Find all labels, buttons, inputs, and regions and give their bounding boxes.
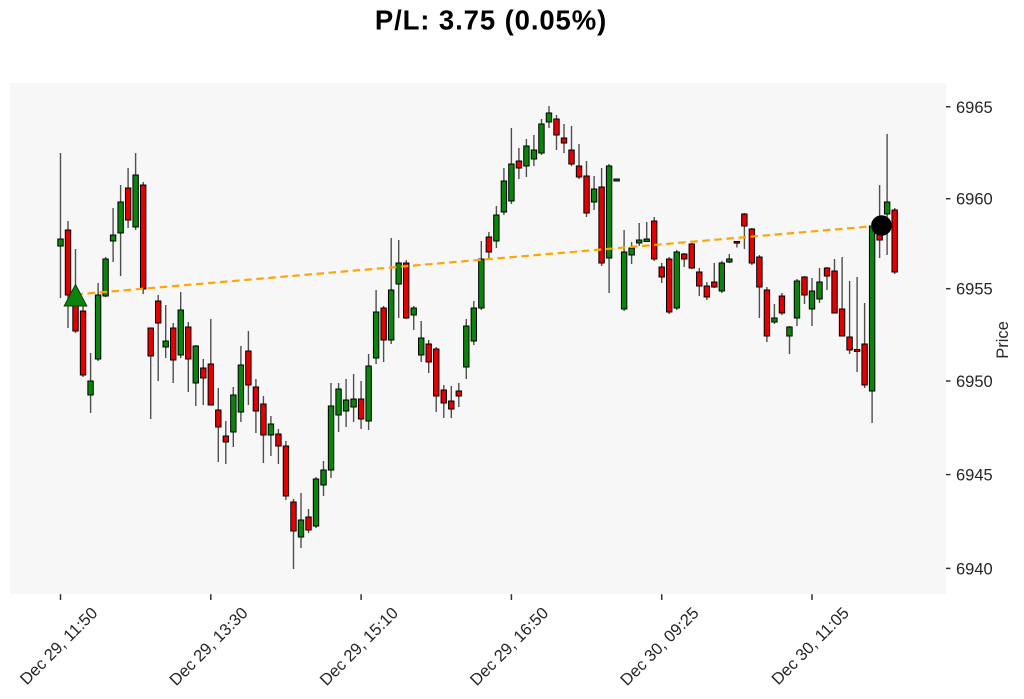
svg-text:6940: 6940 (956, 560, 993, 578)
svg-text:6965: 6965 (956, 99, 993, 117)
svg-text:6960: 6960 (956, 191, 993, 209)
svg-text:Price: Price (994, 321, 1012, 359)
svg-text:6955: 6955 (956, 281, 993, 299)
svg-text:6945: 6945 (956, 467, 993, 485)
svg-text:P/L: 3.75 (0.05%): P/L: 3.75 (0.05%) (375, 5, 607, 36)
svg-text:6950: 6950 (956, 373, 993, 391)
